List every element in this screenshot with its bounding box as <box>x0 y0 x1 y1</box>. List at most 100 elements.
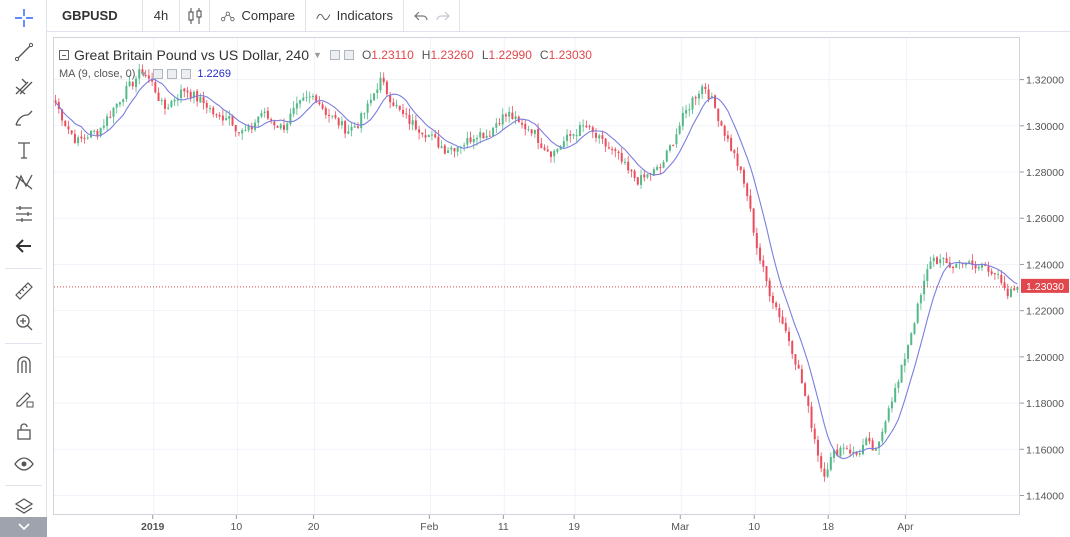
candle-body <box>685 110 688 114</box>
candle-body <box>421 132 424 135</box>
trend-line-icon[interactable] <box>8 38 40 66</box>
time-tick-label: 10 <box>748 521 760 533</box>
zoom-in-icon[interactable] <box>8 308 40 336</box>
candle-body <box>311 96 314 98</box>
price-axis[interactable]: 1.32000 1.30000 1.28000 1.26000 1.24000 1.220… <box>1020 37 1070 515</box>
candle-body <box>591 127 594 133</box>
candle-body <box>942 258 945 260</box>
unlock-icon[interactable] <box>8 417 40 445</box>
undo-button[interactable] <box>404 0 428 32</box>
time-tick-label: 20 <box>308 521 320 533</box>
candle-body <box>250 126 253 130</box>
candle-body <box>601 135 604 139</box>
ma-value: 1.2269 <box>197 68 231 80</box>
compare-button[interactable]: Compare <box>210 0 306 32</box>
candle-body <box>83 137 86 139</box>
candle-body <box>398 105 401 110</box>
candle-body <box>382 77 385 83</box>
candle-body <box>665 150 668 162</box>
ohlc-close: C1.23030 <box>540 48 592 62</box>
candle-body <box>504 114 507 117</box>
price-chart[interactable] <box>54 38 1019 514</box>
candle-body <box>263 111 266 113</box>
candle-body <box>353 126 356 128</box>
ohlc-low: L1.22990 <box>482 48 532 62</box>
candle-body <box>788 331 791 342</box>
chart-style-button[interactable] <box>180 0 210 32</box>
candle-body <box>228 116 231 119</box>
undo-icon <box>414 11 428 20</box>
series-title: Great Britain Pound vs US Dollar, 240 <box>74 47 310 63</box>
candle-body <box>189 91 192 98</box>
candle-body <box>771 295 774 303</box>
ruler-icon[interactable] <box>8 277 40 305</box>
back-arrow-icon[interactable] <box>8 232 40 260</box>
candle-body <box>974 264 977 269</box>
close-key: C <box>539 48 549 62</box>
candle-body <box>475 137 478 140</box>
text-icon[interactable] <box>8 136 40 164</box>
candle-body <box>553 150 556 157</box>
candle-body <box>356 126 359 128</box>
candle-body <box>408 114 411 124</box>
hide-icon[interactable] <box>343 50 354 60</box>
chevron-down-icon[interactable] <box>0 517 47 537</box>
candle-body <box>755 233 758 249</box>
settings-icon[interactable] <box>153 69 164 79</box>
brush-icon[interactable] <box>8 104 40 132</box>
price-tick-label: 1.26000 <box>1026 213 1064 225</box>
candle-body <box>424 135 427 138</box>
high-value: 1.23260 <box>430 48 474 62</box>
redo-button[interactable] <box>428 0 460 32</box>
time-tick-label: 2019 <box>141 521 165 533</box>
magnet-icon[interactable] <box>8 351 40 379</box>
candle-body <box>295 103 298 109</box>
pattern-icon[interactable] <box>8 168 40 196</box>
pitchfork-icon[interactable] <box>8 72 40 100</box>
candle-body <box>887 408 890 421</box>
settings-icon[interactable] <box>329 50 340 60</box>
symbol-search[interactable]: GBPUSD <box>47 0 143 32</box>
candle-body <box>636 177 639 185</box>
candle-body <box>903 359 906 366</box>
dropdown-arrow-icon[interactable]: ▼ <box>139 69 148 79</box>
candle-body <box>765 266 768 282</box>
candle-body <box>244 129 247 131</box>
close-icon[interactable] <box>181 69 192 79</box>
candle-body <box>987 266 990 272</box>
candle-body <box>524 123 527 130</box>
candle-body <box>620 153 623 162</box>
indicators-label: Indicators <box>336 8 393 23</box>
toolbar-divider <box>5 485 42 486</box>
candle-body <box>511 112 514 120</box>
crosshair-icon[interactable] <box>8 4 40 32</box>
hide-icon[interactable] <box>167 69 178 79</box>
candle-body <box>466 138 469 145</box>
candle-body <box>717 108 720 121</box>
candle-body <box>176 98 179 101</box>
candle-body <box>472 139 475 143</box>
ma-label: MA (9, close, 0) <box>59 68 136 80</box>
candle-body <box>414 120 417 130</box>
indicators-button[interactable]: Indicators <box>306 0 404 32</box>
collapse-toggle-icon[interactable] <box>59 50 69 60</box>
time-axis[interactable]: 2019 10 20 Feb 11 19 Mar 10 18 Apr <box>53 515 1020 537</box>
candle-body <box>916 303 919 323</box>
candle-body <box>588 126 591 128</box>
candle-body <box>997 274 1000 276</box>
forecast-icon[interactable] <box>8 200 40 228</box>
price-tick-label: 1.22000 <box>1026 306 1064 318</box>
lock-drawing-icon[interactable] <box>8 384 40 412</box>
candle-body <box>112 107 115 117</box>
ohlc-open: O1.23110 <box>362 48 414 62</box>
open-value: 1.23110 <box>371 48 414 62</box>
layers-icon[interactable] <box>8 492 40 520</box>
time-tick-label: 11 <box>498 521 509 533</box>
candle-body <box>363 113 366 115</box>
price-tick-label: 1.14000 <box>1026 491 1064 503</box>
eye-icon[interactable] <box>8 450 40 478</box>
interval-button[interactable]: 4h <box>143 0 180 32</box>
dropdown-arrow-icon[interactable]: ▼ <box>313 50 322 60</box>
candle-body <box>1016 286 1019 290</box>
chart-pane[interactable] <box>53 37 1020 515</box>
